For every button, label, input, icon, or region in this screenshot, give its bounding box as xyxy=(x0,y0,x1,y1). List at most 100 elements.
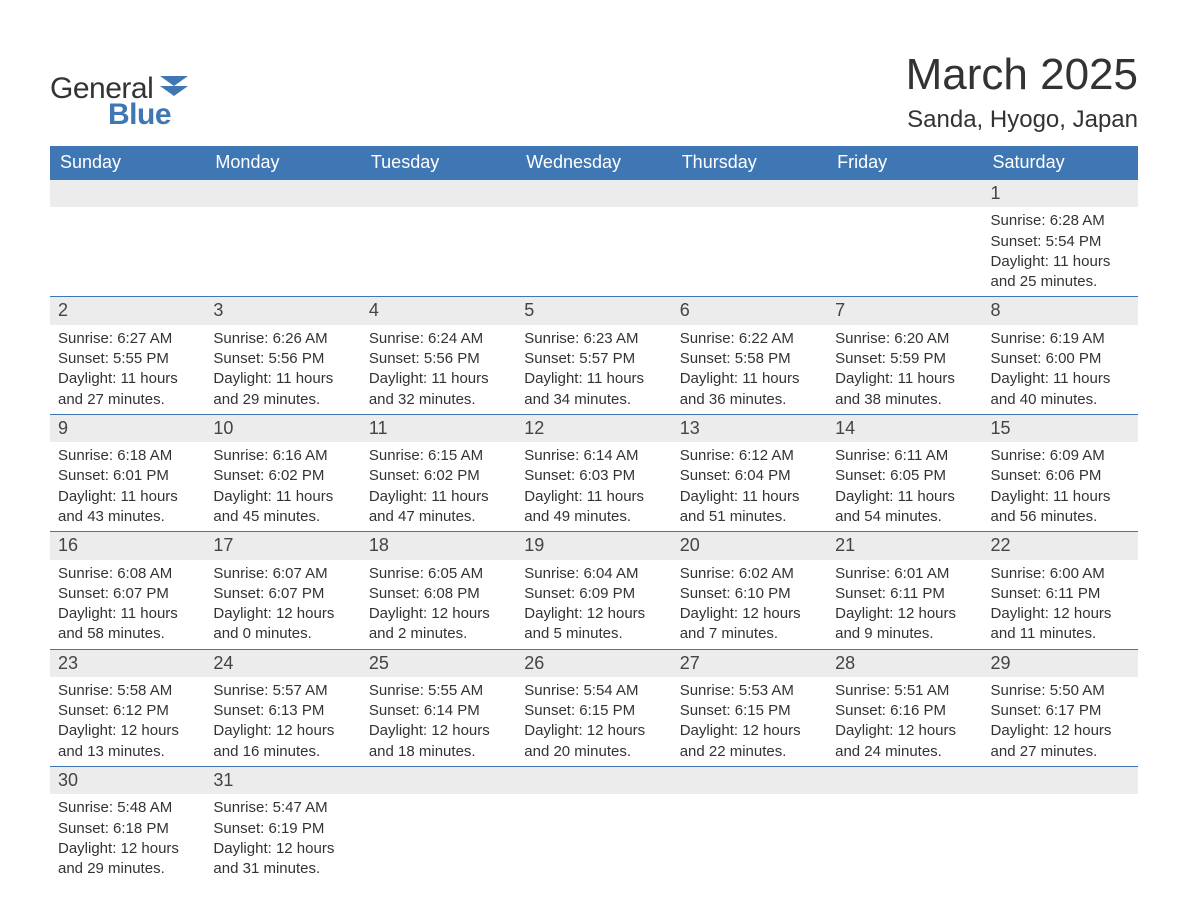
sunrise-text: Sunrise: 6:24 AM xyxy=(369,329,508,349)
day-body: Sunrise: 5:58 AMSunset: 6:12 PMDaylight:… xyxy=(50,677,205,766)
sunset-text: Sunset: 6:09 PM xyxy=(524,584,663,604)
daylight-text: Daylight: 11 hours and 49 minutes. xyxy=(524,487,663,528)
calendar-day-cell: 18Sunrise: 6:05 AMSunset: 6:08 PMDayligh… xyxy=(361,532,516,649)
sunset-text: Sunset: 6:13 PM xyxy=(213,701,352,721)
day-number: 7 xyxy=(827,297,982,324)
sunrise-text: Sunrise: 5:48 AM xyxy=(58,798,197,818)
day-number: 5 xyxy=(516,297,671,324)
sunrise-text: Sunrise: 6:02 AM xyxy=(680,564,819,584)
calendar-day-cell: 19Sunrise: 6:04 AMSunset: 6:09 PMDayligh… xyxy=(516,532,671,649)
sunrise-text: Sunrise: 5:58 AM xyxy=(58,681,197,701)
sunrise-text: Sunrise: 6:27 AM xyxy=(58,329,197,349)
sunrise-text: Sunrise: 6:23 AM xyxy=(524,329,663,349)
sunrise-text: Sunrise: 6:26 AM xyxy=(213,329,352,349)
day-body: Sunrise: 6:14 AMSunset: 6:03 PMDaylight:… xyxy=(516,442,671,531)
daylight-text: Daylight: 11 hours and 43 minutes. xyxy=(58,487,197,528)
sunrise-text: Sunrise: 6:09 AM xyxy=(991,446,1130,466)
calendar-day-cell xyxy=(516,180,671,297)
sunrise-text: Sunrise: 6:15 AM xyxy=(369,446,508,466)
day-body xyxy=(205,207,360,215)
calendar-day-cell: 10Sunrise: 6:16 AMSunset: 6:02 PMDayligh… xyxy=(205,414,360,531)
day-number xyxy=(827,180,982,207)
calendar-day-cell: 8Sunrise: 6:19 AMSunset: 6:00 PMDaylight… xyxy=(983,297,1138,414)
day-number: 13 xyxy=(672,415,827,442)
daylight-text: Daylight: 12 hours and 11 minutes. xyxy=(991,604,1130,645)
day-number: 26 xyxy=(516,650,671,677)
daylight-text: Daylight: 12 hours and 24 minutes. xyxy=(835,721,974,762)
day-number xyxy=(50,180,205,207)
sunrise-text: Sunrise: 5:57 AM xyxy=(213,681,352,701)
sunset-text: Sunset: 5:59 PM xyxy=(835,349,974,369)
day-number: 3 xyxy=(205,297,360,324)
day-number xyxy=(516,180,671,207)
calendar-day-cell: 4Sunrise: 6:24 AMSunset: 5:56 PMDaylight… xyxy=(361,297,516,414)
daylight-text: Daylight: 11 hours and 34 minutes. xyxy=(524,369,663,410)
day-body: Sunrise: 5:51 AMSunset: 6:16 PMDaylight:… xyxy=(827,677,982,766)
daylight-text: Daylight: 12 hours and 16 minutes. xyxy=(213,721,352,762)
calendar-day-cell: 9Sunrise: 6:18 AMSunset: 6:01 PMDaylight… xyxy=(50,414,205,531)
calendar-day-cell: 16Sunrise: 6:08 AMSunset: 6:07 PMDayligh… xyxy=(50,532,205,649)
calendar-day-cell: 2Sunrise: 6:27 AMSunset: 5:55 PMDaylight… xyxy=(50,297,205,414)
day-number: 16 xyxy=(50,532,205,559)
day-body: Sunrise: 6:27 AMSunset: 5:55 PMDaylight:… xyxy=(50,325,205,414)
calendar-day-cell: 30Sunrise: 5:48 AMSunset: 6:18 PMDayligh… xyxy=(50,766,205,883)
calendar-day-cell: 1Sunrise: 6:28 AMSunset: 5:54 PMDaylight… xyxy=(983,180,1138,297)
day-body: Sunrise: 6:23 AMSunset: 5:57 PMDaylight:… xyxy=(516,325,671,414)
title-block: March 2025 Sanda, Hyogo, Japan xyxy=(906,50,1138,134)
calendar-week-row: 2Sunrise: 6:27 AMSunset: 5:55 PMDaylight… xyxy=(50,297,1138,414)
sunrise-text: Sunrise: 6:20 AM xyxy=(835,329,974,349)
sunset-text: Sunset: 6:11 PM xyxy=(835,584,974,604)
day-number: 20 xyxy=(672,532,827,559)
daylight-text: Daylight: 11 hours and 32 minutes. xyxy=(369,369,508,410)
daylight-text: Daylight: 12 hours and 22 minutes. xyxy=(680,721,819,762)
day-number: 17 xyxy=(205,532,360,559)
sunrise-text: Sunrise: 5:50 AM xyxy=(991,681,1130,701)
daylight-text: Daylight: 12 hours and 20 minutes. xyxy=(524,721,663,762)
day-body: Sunrise: 5:48 AMSunset: 6:18 PMDaylight:… xyxy=(50,794,205,883)
day-number xyxy=(672,180,827,207)
sunrise-text: Sunrise: 6:05 AM xyxy=(369,564,508,584)
daylight-text: Daylight: 11 hours and 36 minutes. xyxy=(680,369,819,410)
sunrise-text: Sunrise: 6:14 AM xyxy=(524,446,663,466)
calendar-day-cell: 17Sunrise: 6:07 AMSunset: 6:07 PMDayligh… xyxy=(205,532,360,649)
calendar-day-cell xyxy=(361,180,516,297)
day-body: Sunrise: 6:01 AMSunset: 6:11 PMDaylight:… xyxy=(827,560,982,649)
sunset-text: Sunset: 5:56 PM xyxy=(369,349,508,369)
sunrise-text: Sunrise: 6:22 AM xyxy=(680,329,819,349)
day-number: 9 xyxy=(50,415,205,442)
header: General Blue March 2025 Sanda, Hyogo, Ja… xyxy=(50,50,1138,134)
sunrise-text: Sunrise: 6:11 AM xyxy=(835,446,974,466)
daylight-text: Daylight: 12 hours and 13 minutes. xyxy=(58,721,197,762)
day-body: Sunrise: 6:19 AMSunset: 6:00 PMDaylight:… xyxy=(983,325,1138,414)
daylight-text: Daylight: 11 hours and 38 minutes. xyxy=(835,369,974,410)
day-body xyxy=(516,207,671,215)
day-body: Sunrise: 6:09 AMSunset: 6:06 PMDaylight:… xyxy=(983,442,1138,531)
day-body: Sunrise: 6:18 AMSunset: 6:01 PMDaylight:… xyxy=(50,442,205,531)
sunset-text: Sunset: 6:12 PM xyxy=(58,701,197,721)
weekday-header: Thursday xyxy=(672,146,827,180)
page-title: March 2025 xyxy=(906,50,1138,100)
calendar-day-cell xyxy=(50,180,205,297)
sunrise-text: Sunrise: 5:55 AM xyxy=(369,681,508,701)
calendar-week-row: 30Sunrise: 5:48 AMSunset: 6:18 PMDayligh… xyxy=(50,766,1138,883)
calendar-day-cell xyxy=(827,180,982,297)
day-body: Sunrise: 6:02 AMSunset: 6:10 PMDaylight:… xyxy=(672,560,827,649)
day-number xyxy=(672,767,827,794)
day-number: 19 xyxy=(516,532,671,559)
calendar-day-cell xyxy=(361,766,516,883)
weekday-header: Friday xyxy=(827,146,982,180)
calendar-day-cell: 12Sunrise: 6:14 AMSunset: 6:03 PMDayligh… xyxy=(516,414,671,531)
day-number: 22 xyxy=(983,532,1138,559)
day-body: Sunrise: 6:08 AMSunset: 6:07 PMDaylight:… xyxy=(50,560,205,649)
sunset-text: Sunset: 5:55 PM xyxy=(58,349,197,369)
daylight-text: Daylight: 11 hours and 54 minutes. xyxy=(835,487,974,528)
calendar-day-cell: 28Sunrise: 5:51 AMSunset: 6:16 PMDayligh… xyxy=(827,649,982,766)
calendar-day-cell: 21Sunrise: 6:01 AMSunset: 6:11 PMDayligh… xyxy=(827,532,982,649)
day-body: Sunrise: 5:57 AMSunset: 6:13 PMDaylight:… xyxy=(205,677,360,766)
day-number: 21 xyxy=(827,532,982,559)
day-body: Sunrise: 5:47 AMSunset: 6:19 PMDaylight:… xyxy=(205,794,360,883)
daylight-text: Daylight: 11 hours and 56 minutes. xyxy=(991,487,1130,528)
calendar-day-cell: 27Sunrise: 5:53 AMSunset: 6:15 PMDayligh… xyxy=(672,649,827,766)
calendar-day-cell xyxy=(827,766,982,883)
day-body xyxy=(361,794,516,802)
